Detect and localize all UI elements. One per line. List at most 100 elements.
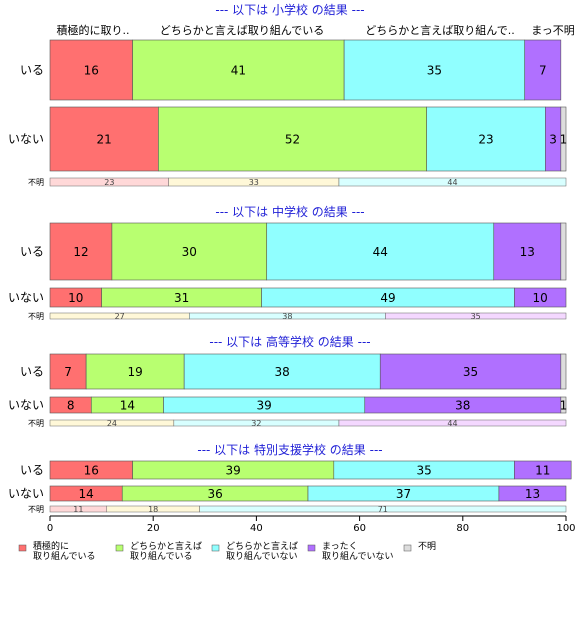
group-title: --- 以下は 特別支援学校 の結果 --- bbox=[197, 442, 382, 457]
bar-value-label: 30 bbox=[182, 245, 197, 259]
bar-value-label: 3 bbox=[549, 133, 557, 147]
legend-label: 不明 bbox=[418, 541, 436, 552]
legend-label: 取り組んでいない bbox=[226, 550, 298, 562]
unknown-segment bbox=[338, 419, 567, 427]
bar-value-label: 10 bbox=[533, 291, 548, 305]
bar-segment bbox=[49, 353, 87, 390]
bar-value-label: 16 bbox=[84, 464, 99, 478]
bar-value-label: 37 bbox=[396, 487, 411, 501]
bar-segment bbox=[560, 106, 567, 172]
bar-segment bbox=[560, 353, 567, 390]
bar-value-label: 49 bbox=[380, 291, 395, 305]
unknown-value-label: 23 bbox=[104, 178, 114, 187]
legend-label: 積極的に bbox=[33, 540, 69, 552]
x-tick-label: 40 bbox=[250, 523, 263, 534]
bar-value-label: 8 bbox=[67, 399, 75, 413]
unknown-segment bbox=[338, 177, 567, 187]
row-label: いる bbox=[20, 365, 44, 379]
bar-value-label: 12 bbox=[73, 245, 88, 259]
bar-value-label: 44 bbox=[373, 245, 388, 259]
unknown-row-label: 不明 bbox=[28, 505, 44, 514]
unknown-value-label: 11 bbox=[73, 505, 83, 514]
column-headers: 積極的に取り.. どちらかと言えば取り組んでいる どちらかと言えば取り組んで.. まっ… bbox=[57, 23, 575, 37]
bar-value-label: 39 bbox=[226, 464, 241, 478]
bar-segment bbox=[266, 222, 495, 281]
unknown-value-label: 32 bbox=[251, 419, 261, 428]
unknown-row-label: 不明 bbox=[28, 312, 44, 321]
bar-segment bbox=[183, 353, 381, 390]
bar-value-label: 13 bbox=[525, 487, 540, 501]
unknown-segment bbox=[199, 505, 567, 513]
bar-value-label: 31 bbox=[174, 291, 189, 305]
bar-segment bbox=[426, 106, 546, 172]
bar-value-label: 23 bbox=[478, 133, 493, 147]
bar-segment bbox=[514, 287, 567, 308]
unknown-row-label: 不明 bbox=[28, 178, 44, 187]
bar-segment bbox=[343, 39, 526, 101]
column-header: どちらかと言えば取り組んで.. bbox=[365, 24, 514, 37]
row-label: いない bbox=[8, 132, 44, 146]
bar-value-label: 16 bbox=[84, 64, 99, 78]
bar-segment bbox=[111, 222, 268, 281]
bar-value-label: 35 bbox=[427, 64, 442, 78]
group-1: --- 以下は 中学校 の結果 --- いる 12 30 44 13 いない 10 31 49 10… bbox=[8, 204, 567, 321]
unknown-value-label: 27 bbox=[115, 312, 125, 321]
row-label: いない bbox=[8, 398, 44, 412]
group-0: --- 以下は 小学校 の結果 --- いる 16 41 35 7 いない 21 52 23 3 1 不… bbox=[8, 2, 567, 187]
row-label: いない bbox=[8, 291, 44, 305]
bar-value-label: 35 bbox=[416, 464, 431, 478]
x-tick-label: 60 bbox=[353, 523, 366, 534]
group-3: --- 以下は 特別支援学校 の結果 --- いる 16 39 35 11 いない 14 36 3… bbox=[8, 442, 572, 514]
bar-segment bbox=[560, 222, 567, 281]
row-label: いる bbox=[20, 63, 44, 77]
bar-segment bbox=[49, 222, 113, 281]
legend-label: どちらかと言えば bbox=[130, 540, 202, 552]
bar-value-label: 41 bbox=[231, 64, 246, 78]
bar-value-label: 1 bbox=[560, 399, 568, 413]
unknown-value-label: 24 bbox=[107, 419, 117, 428]
bar-value-label: 39 bbox=[256, 399, 271, 413]
bar-value-label: 1 bbox=[560, 133, 568, 147]
bar-value-label: 52 bbox=[285, 133, 300, 147]
legend-swatch bbox=[211, 544, 220, 552]
legend-label: どちらかと言えば bbox=[226, 540, 298, 552]
bar-segment bbox=[132, 39, 345, 101]
bar-segment bbox=[49, 106, 159, 172]
bar-value-label: 19 bbox=[127, 365, 142, 379]
unknown-segment bbox=[385, 312, 567, 320]
column-header: 積極的に取り.. bbox=[57, 23, 130, 37]
column-header: どちらかと言えば取り組んでいる bbox=[160, 24, 324, 37]
legend-label: 取り組んでいる bbox=[33, 550, 96, 562]
legend-label: 取り組んでいない bbox=[322, 550, 394, 562]
bar-value-label: 38 bbox=[455, 399, 470, 413]
bar-value-label: 36 bbox=[207, 487, 222, 501]
x-tick-label: 20 bbox=[147, 523, 160, 534]
bar-value-label: 38 bbox=[275, 365, 290, 379]
unknown-value-label: 18 bbox=[148, 505, 158, 514]
bar-segment bbox=[524, 39, 562, 101]
unknown-value-label: 44 bbox=[447, 419, 457, 428]
legend-swatch bbox=[115, 544, 124, 552]
row-label: いない bbox=[8, 487, 44, 501]
group-title: --- 以下は 高等学校 の結果 --- bbox=[209, 334, 370, 349]
row-label: いる bbox=[20, 463, 44, 477]
legend-swatch bbox=[307, 544, 316, 552]
column-header: まっ不明 bbox=[531, 24, 575, 37]
x-axis: 0 20 40 60 80 100 bbox=[47, 515, 576, 534]
unknown-value-label: 38 bbox=[282, 312, 292, 321]
row-label: いる bbox=[20, 245, 44, 259]
legend-swatch bbox=[18, 544, 27, 552]
group-title: --- 以下は 中学校 の結果 --- bbox=[215, 204, 364, 219]
bar-segment bbox=[560, 396, 567, 414]
bar-value-label: 35 bbox=[463, 365, 478, 379]
unknown-value-label: 71 bbox=[378, 505, 388, 514]
unknown-row-label: 不明 bbox=[28, 419, 44, 428]
x-tick-label: 0 bbox=[47, 523, 53, 534]
unknown-value-label: 35 bbox=[471, 312, 481, 321]
bar-value-label: 21 bbox=[97, 133, 112, 147]
bar-segment bbox=[493, 222, 562, 281]
bar-value-label: 10 bbox=[68, 291, 83, 305]
x-tick-label: 80 bbox=[456, 523, 469, 534]
bar-value-label: 13 bbox=[520, 245, 535, 259]
